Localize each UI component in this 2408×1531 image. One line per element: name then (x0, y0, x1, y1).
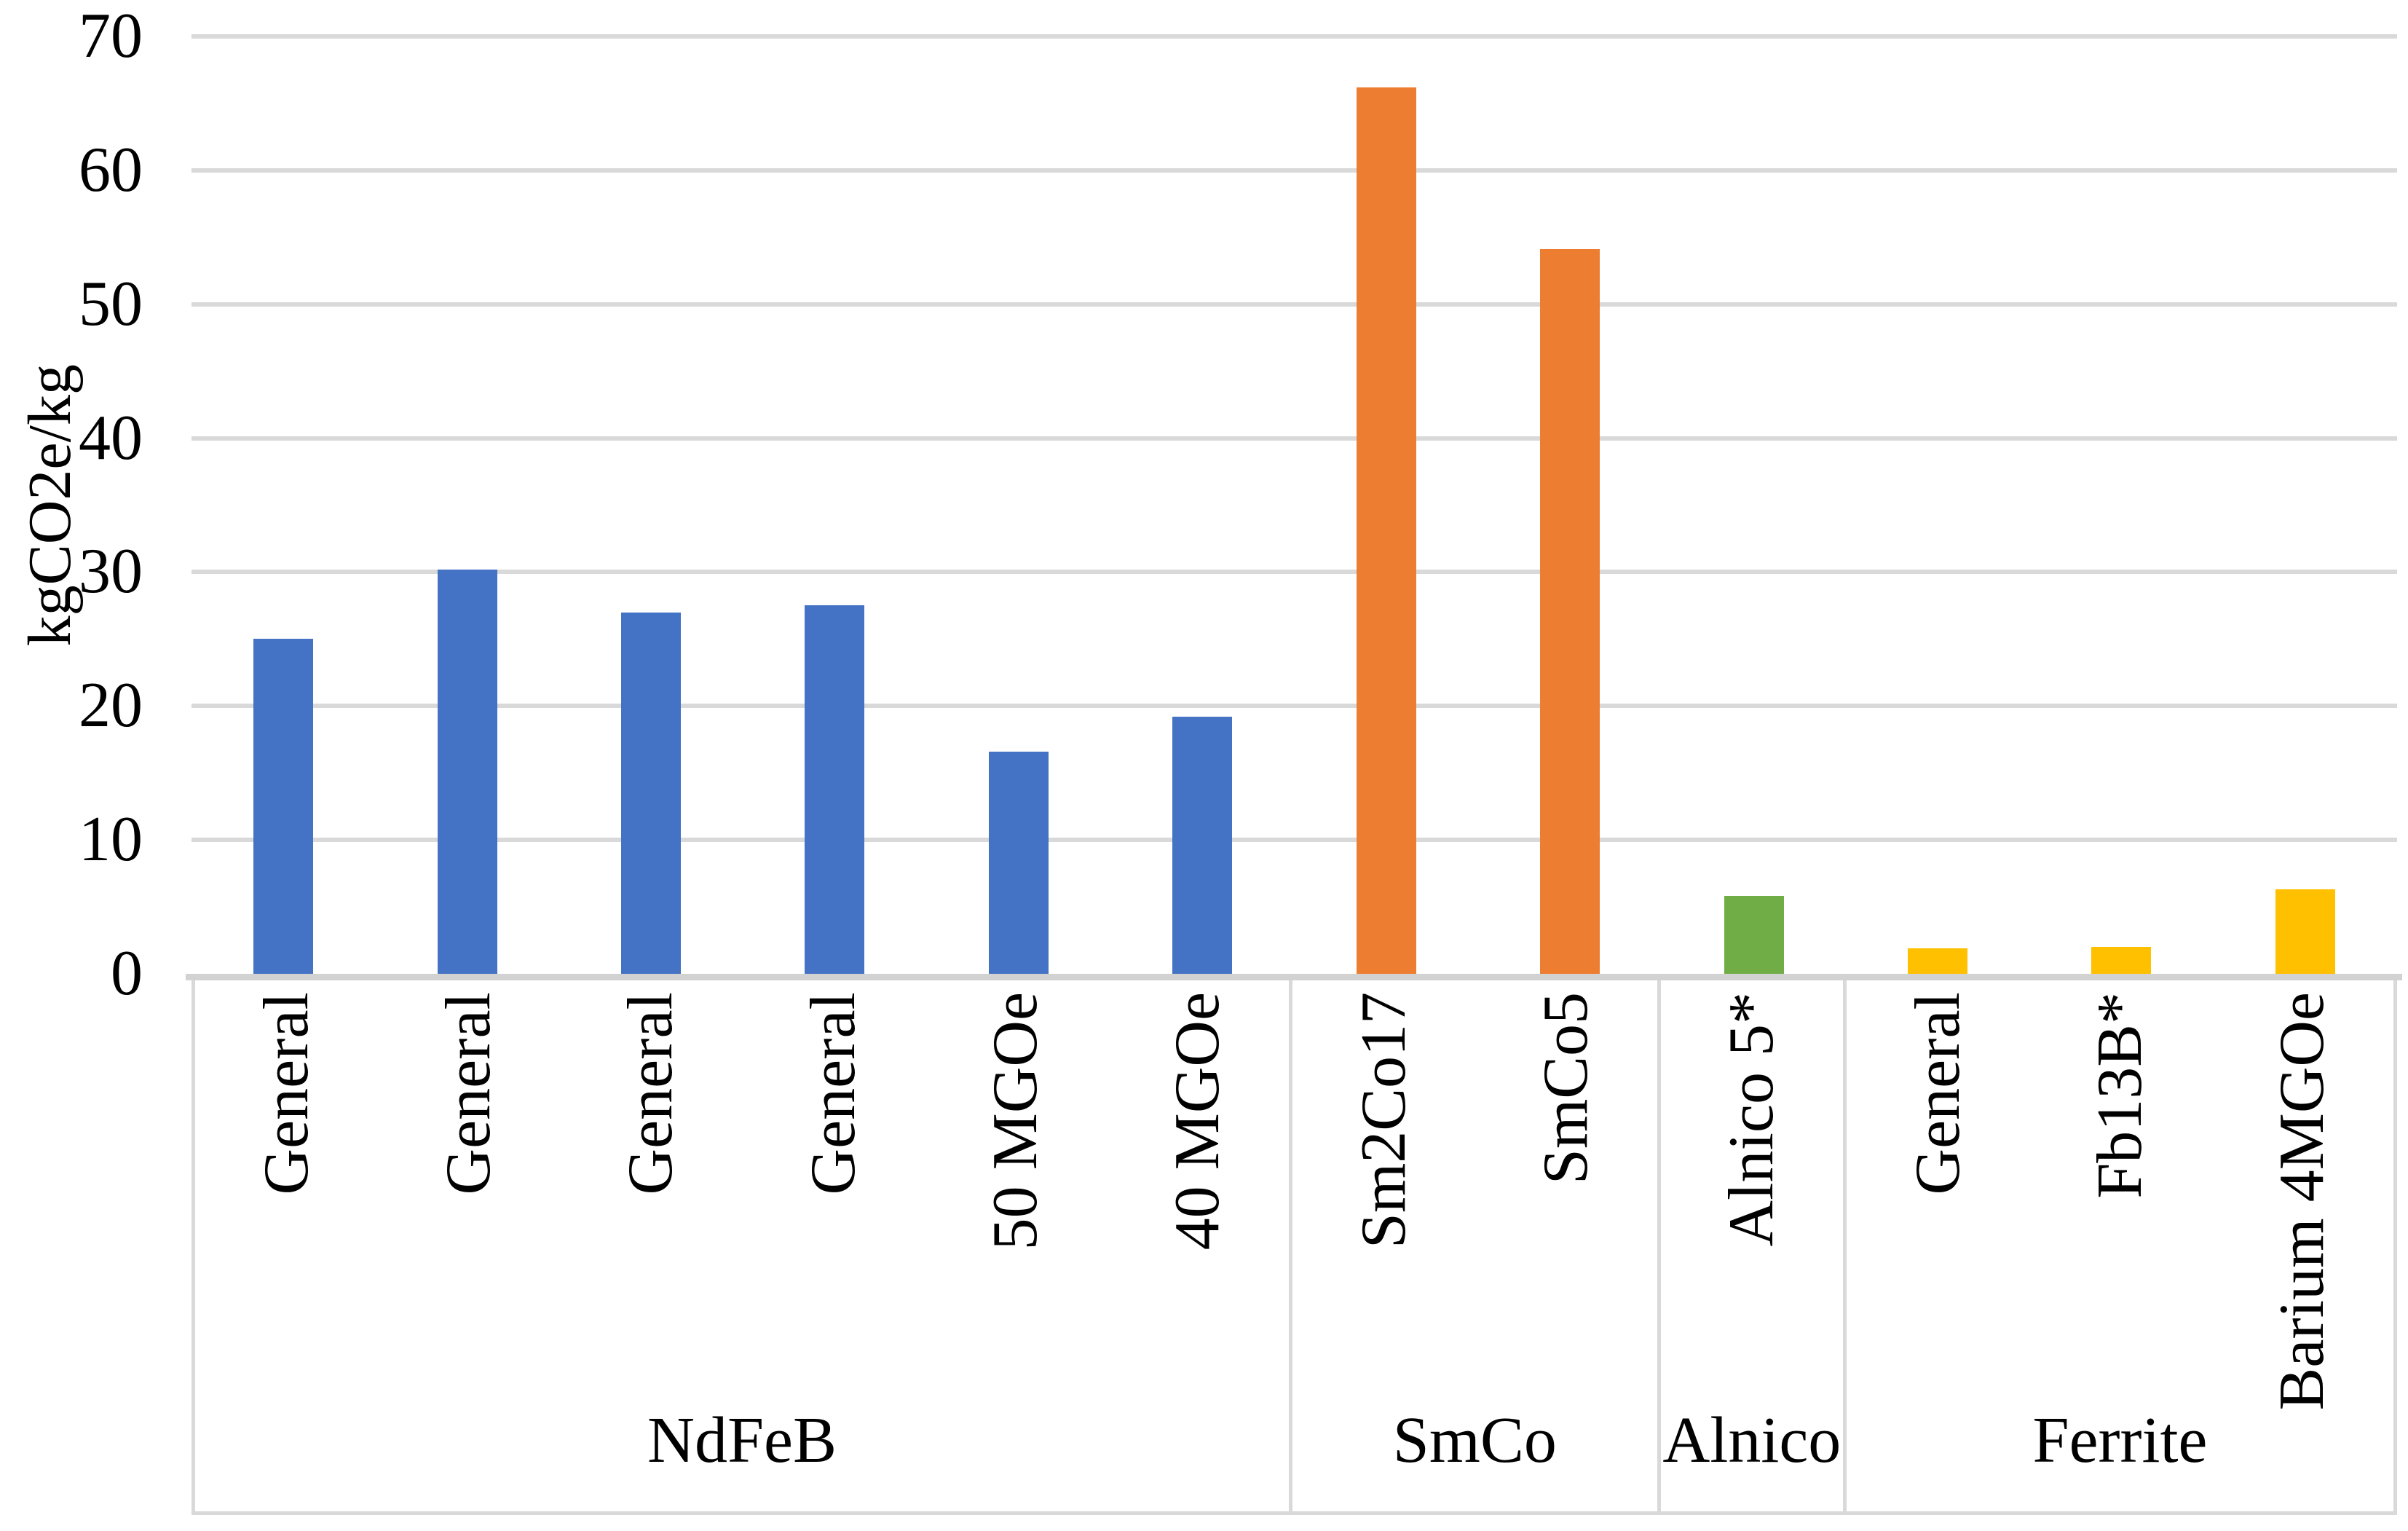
bar-3-general (805, 605, 864, 974)
gridline-50 (192, 302, 2397, 307)
y-tick-label-30: 30 (79, 536, 143, 607)
category-label: General (615, 992, 687, 1195)
category-label-cell: 50 MGOe (924, 980, 1106, 1369)
bar-1-general (438, 570, 497, 974)
bar-4-50-mgoe (989, 752, 1049, 974)
y-tick-label-10: 10 (79, 804, 143, 875)
bar-11-barium-4mgoe (2275, 889, 2335, 974)
y-tick-label-20: 20 (79, 670, 143, 741)
category-label: General (797, 992, 869, 1195)
bar-0-general (253, 639, 313, 974)
category-label-cell: General (195, 980, 377, 1369)
x-axis-line (186, 974, 2402, 980)
group-column-ferrite: General Fb13B* Barium 4MGOe Ferrite (1843, 980, 2397, 1515)
group-label-smco: SmCo (1392, 1404, 1557, 1476)
y-tick-label-70: 70 (79, 1, 143, 71)
category-label-row: General Fb13B* Barium 4MGOe (1847, 980, 2393, 1410)
group-column-alnico: Alnico 5* Alnico (1657, 980, 1843, 1515)
gridline-10 (192, 838, 2397, 842)
category-label-cell: Sm2Co17 (1292, 980, 1475, 1369)
bar-10-fb13b- (2091, 947, 2151, 974)
category-label-cell: Barium 4MGOe (2211, 980, 2393, 1410)
bar-6-sm2co17 (1357, 87, 1416, 974)
bar-8-alnico-5- (1724, 896, 1784, 974)
gridline-30 (192, 570, 2397, 574)
category-label: Sm2Co17 (1348, 992, 1419, 1249)
category-label-row: Sm2Co17 SmCo5 (1292, 980, 1657, 1369)
category-label: Barium 4MGOe (2267, 992, 2338, 1411)
bar-2-general (621, 613, 681, 974)
category-label-cell: General (560, 980, 742, 1369)
category-label-box: General General General General 50 MGOe 40 MG… (192, 980, 2397, 1515)
y-tick-label-40: 40 (79, 403, 143, 473)
category-label-cell: General (742, 980, 924, 1369)
category-label: Alnico 5* (1716, 992, 1788, 1247)
gridline-20 (192, 704, 2397, 708)
category-label-cell: 40 MGOe (1107, 980, 1289, 1369)
group-column-ndfeb: General General General General 50 MGOe 40 MG… (192, 980, 1289, 1515)
y-tick-label-60: 60 (79, 135, 143, 205)
category-label: 40 MGOe (1162, 992, 1233, 1251)
bar-5-40-mgoe (1172, 717, 1232, 974)
plot-area (192, 34, 2397, 974)
group-label-ferrite: Ferrite (2032, 1404, 2208, 1476)
category-label-cell: Fb13B* (2029, 980, 2211, 1369)
category-label: General (433, 992, 504, 1195)
category-label: SmCo5 (1531, 992, 1602, 1185)
gridline-70 (192, 34, 2397, 39)
category-label-row: General General General General 50 MGOe 40 MG… (195, 980, 1289, 1369)
category-label-row: Alnico 5* (1661, 980, 1843, 1369)
group-label-alnico: Alnico (1662, 1404, 1841, 1476)
gridline-60 (192, 168, 2397, 173)
bar-9-general (1908, 948, 1967, 974)
category-label: 50 MGOe (979, 992, 1051, 1251)
group-label-ndfeb: NdFeB (647, 1404, 837, 1476)
category-label-cell: General (1847, 980, 2029, 1369)
y-tick-label-0: 0 (111, 938, 143, 1009)
category-label-cell: SmCo5 (1475, 980, 1657, 1369)
category-label-cell: General (377, 980, 559, 1369)
category-label: General (250, 992, 322, 1195)
group-column-smco: Sm2Co17 SmCo5 SmCo (1289, 980, 1657, 1515)
y-tick-label-50: 50 (79, 269, 143, 339)
category-label-cell: Alnico 5* (1661, 980, 1843, 1369)
bar-7-smco5 (1540, 249, 1600, 974)
category-label: Fb13B* (2084, 992, 2155, 1199)
gridline-40 (192, 436, 2397, 441)
category-label: General (1902, 992, 1973, 1195)
